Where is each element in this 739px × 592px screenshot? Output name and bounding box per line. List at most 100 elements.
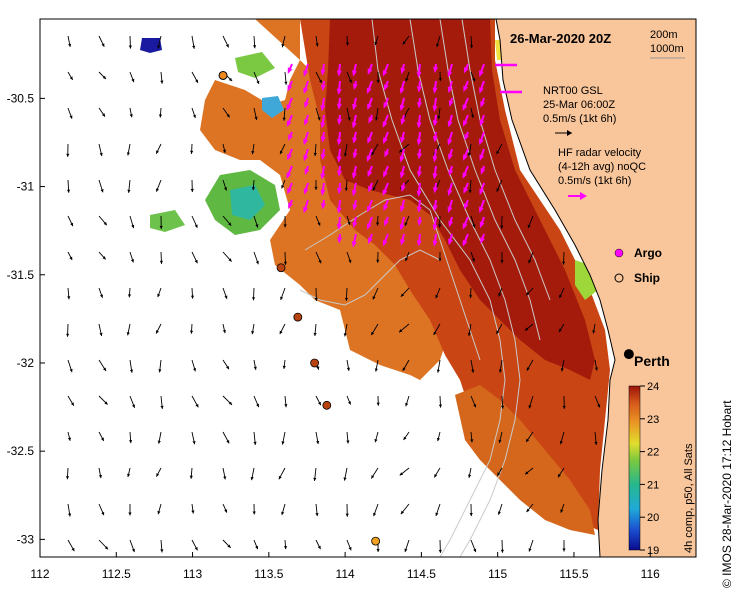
- credit-text: © IMOS 28-Mar-2020 17:12 Hobart: [720, 400, 734, 588]
- nrt-arrowhead: [526, 292, 530, 296]
- nrt-arrowhead: [65, 476, 70, 480]
- nrt-arrowhead: [348, 79, 352, 83]
- hf-arrowhead: [352, 221, 358, 229]
- nrt-arrowhead: [66, 189, 71, 193]
- hf-arrowhead: [447, 138, 453, 146]
- ship-marker[interactable]: [293, 312, 303, 322]
- hf-arrowhead: [464, 133, 470, 141]
- nrt-arrowhead: [318, 79, 322, 84]
- nrt-arrowhead: [560, 509, 564, 513]
- nrt-arrowhead: [348, 547, 352, 551]
- hf-arrowhead: [352, 83, 358, 90]
- nrt-arrowhead: [496, 188, 500, 192]
- nrt-arrowhead: [131, 78, 135, 83]
- nrt-arrowhead: [438, 404, 443, 408]
- hf-arrowhead: [416, 71, 422, 78]
- hf-label-2: (4-12h avg) noQC: [558, 161, 646, 173]
- nrt-arrowhead: [66, 333, 70, 337]
- nrt-arrowhead: [467, 332, 471, 336]
- hf-arrowhead: [463, 154, 468, 161]
- hf-arrowhead: [383, 137, 388, 144]
- ship-marker[interactable]: [276, 263, 286, 273]
- nrt-arrowhead: [158, 369, 162, 373]
- nrt-arrowhead: [100, 189, 104, 193]
- nrt-arrowhead: [284, 404, 288, 408]
- nrt-arrowhead: [130, 259, 134, 263]
- nrt-arrowhead: [500, 260, 504, 264]
- nrt-arrowhead: [470, 439, 474, 443]
- nrt-arrowhead: [228, 77, 233, 82]
- nrt-arrowhead: [280, 296, 284, 301]
- nrt-arrowhead: [223, 476, 227, 480]
- nrt-arrowhead: [500, 549, 504, 553]
- nrt-arrowhead: [129, 114, 133, 118]
- hf-arrowhead: [416, 139, 422, 146]
- nrt-arrowhead: [371, 475, 375, 479]
- hf-arrowhead: [320, 173, 326, 180]
- hf-arrowhead: [336, 139, 342, 146]
- nrt-arrowhead: [194, 547, 198, 551]
- nrt-arrowhead: [403, 436, 407, 440]
- hf-arrowhead: [432, 224, 438, 231]
- nrt-arrowhead: [70, 222, 74, 227]
- nrt-arrowhead: [251, 331, 255, 335]
- hf-arrowhead: [433, 66, 439, 74]
- nrt-arrowhead: [467, 152, 472, 157]
- hf-arrowhead: [448, 220, 454, 228]
- bathymetry-contours: [299, 18, 551, 558]
- nrt-arrowhead: [559, 328, 562, 333]
- hf-arrowhead: [366, 87, 372, 94]
- nrt-arrowhead: [592, 330, 596, 334]
- nrt-arrowhead: [497, 511, 501, 515]
- nrt-arrowhead: [228, 401, 233, 405]
- ship-marker[interactable]: [371, 536, 381, 546]
- nrt-arrowhead: [281, 43, 285, 48]
- hf-arrowhead: [479, 87, 484, 94]
- sst-cool-patches: [150, 40, 598, 300]
- nrt-arrowhead: [374, 438, 378, 443]
- hf-arrowhead: [462, 222, 468, 230]
- hf-arrowhead: [462, 240, 468, 247]
- hf-arrowhead: [303, 188, 309, 195]
- hf-arrowhead: [351, 172, 357, 180]
- nrt-arrowhead: [405, 402, 409, 407]
- nrt-arrowhead: [101, 511, 105, 516]
- nrt-arrowhead: [251, 187, 256, 191]
- hf-arrowhead: [432, 173, 438, 180]
- nrt-arrowhead: [500, 225, 504, 229]
- nrt-arrowhead: [438, 224, 442, 228]
- hf-arrowhead: [383, 102, 389, 109]
- hf-arrowhead: [320, 203, 326, 210]
- hf-arrowhead: [304, 101, 309, 109]
- hf-arrowhead: [382, 239, 388, 247]
- nrt-arrowhead: [438, 78, 442, 82]
- nrt-arrowhead: [498, 369, 503, 373]
- hf-arrowhead: [399, 87, 405, 95]
- ship-marker[interactable]: [310, 358, 320, 368]
- hf-arrowhead: [287, 187, 292, 195]
- nrt-arrowhead: [559, 294, 563, 299]
- hf-arrowhead: [351, 189, 357, 197]
- y-tick-label: -33: [17, 532, 35, 546]
- nrt-arrowhead: [128, 512, 132, 516]
- nrt-arrowhead: [282, 365, 286, 369]
- hf-arrowhead: [382, 70, 388, 77]
- nrt-arrowhead: [283, 224, 287, 228]
- argo-float-marker[interactable]: [218, 70, 228, 80]
- nrt-arrowhead: [433, 331, 437, 335]
- city-label: Perth: [634, 353, 670, 369]
- nrt-arrowhead: [399, 472, 404, 476]
- hf-arrowhead: [384, 151, 390, 158]
- hf-arrowhead: [351, 122, 357, 129]
- perth-marker[interactable]: [623, 349, 634, 360]
- nrt-arrowhead: [131, 224, 135, 229]
- ship-marker[interactable]: [322, 400, 332, 410]
- sst-hot-core: [325, 19, 595, 380]
- nrt-arrowhead: [528, 548, 532, 552]
- nrt-arrowhead: [99, 332, 103, 337]
- hf-arrowhead: [479, 188, 485, 196]
- nrt-arrowhead: [436, 437, 440, 442]
- x-tick-label: 113: [183, 567, 202, 581]
- hf-arrowhead: [287, 84, 293, 92]
